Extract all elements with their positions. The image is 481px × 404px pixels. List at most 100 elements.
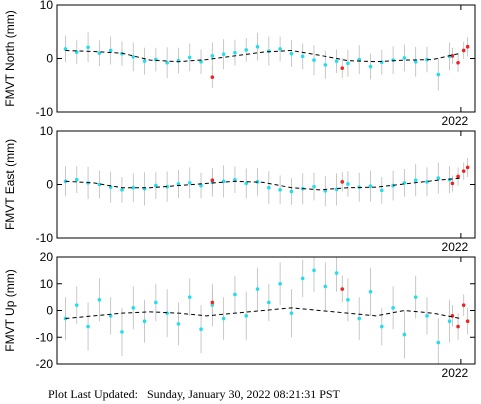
data-point xyxy=(391,306,395,310)
data-point xyxy=(450,181,455,186)
data-point xyxy=(244,181,249,186)
y-tick-label: -10 xyxy=(36,105,54,119)
y-tick-label: 10 xyxy=(40,0,54,12)
data-point xyxy=(131,185,136,190)
data-point xyxy=(436,72,441,77)
data-point xyxy=(210,54,215,58)
data-point xyxy=(187,295,192,299)
data-point xyxy=(402,332,407,337)
data-point xyxy=(465,319,470,324)
data-point xyxy=(312,58,316,62)
data-point xyxy=(346,182,350,186)
y-tick-label: 0 xyxy=(46,304,53,318)
data-point xyxy=(461,48,466,53)
data-point xyxy=(402,56,407,60)
data-point xyxy=(278,281,282,286)
data-point xyxy=(120,51,124,56)
data-point xyxy=(368,289,373,294)
data-point xyxy=(357,57,362,62)
data-point xyxy=(131,306,136,310)
data-point xyxy=(199,59,203,64)
data-point xyxy=(199,183,203,188)
y-tick-label: 0 xyxy=(46,52,53,66)
data-point xyxy=(436,176,441,180)
data-point xyxy=(255,287,260,291)
data-point xyxy=(465,44,470,49)
data-point xyxy=(255,44,260,49)
data-point xyxy=(210,75,215,80)
data-point xyxy=(323,284,328,289)
data-point xyxy=(233,177,237,182)
data-point xyxy=(120,330,124,334)
data-point xyxy=(456,324,460,329)
data-point xyxy=(154,183,158,188)
x-tick-label: 2022 xyxy=(442,114,469,128)
data-point xyxy=(300,276,305,281)
data-point xyxy=(368,64,373,69)
data-point xyxy=(187,55,192,60)
data-point xyxy=(340,287,345,291)
data-point xyxy=(334,271,339,275)
data-point xyxy=(63,316,68,321)
data-point xyxy=(413,59,418,64)
y-tick-label: -10 xyxy=(36,231,54,245)
data-point xyxy=(461,303,466,307)
data-point xyxy=(165,311,169,315)
y-tick-label: 20 xyxy=(40,250,54,264)
data-point xyxy=(413,295,418,299)
data-point xyxy=(340,66,345,70)
data-point xyxy=(108,48,113,53)
y-tick-label: 0 xyxy=(46,178,53,192)
data-point xyxy=(289,311,294,315)
data-point xyxy=(165,184,169,189)
data-point xyxy=(210,300,215,305)
data-point xyxy=(379,188,384,193)
data-point xyxy=(436,340,441,345)
data-point xyxy=(74,177,79,182)
y-axis-label: FMVT East (mm) xyxy=(3,139,17,230)
data-point xyxy=(447,177,452,182)
data-point xyxy=(210,178,215,183)
data-point xyxy=(300,54,305,59)
data-point xyxy=(86,45,90,50)
data-point xyxy=(221,52,226,57)
data-point xyxy=(413,178,418,183)
data-point xyxy=(165,60,169,65)
data-point xyxy=(187,181,192,185)
data-point xyxy=(97,182,102,187)
y-axis-label: FMVT North (mm) xyxy=(3,10,17,106)
data-point xyxy=(425,314,429,318)
x-tick-label: 2022 xyxy=(442,366,469,380)
data-point xyxy=(278,47,282,51)
data-point xyxy=(461,169,466,173)
data-point xyxy=(108,185,113,189)
plot-frame xyxy=(56,130,476,239)
footer: Plot Last Updated: Sunday, January 30, 2… xyxy=(48,387,341,401)
data-point xyxy=(120,188,124,192)
data-point xyxy=(131,55,136,59)
data-point xyxy=(425,180,429,184)
data-point xyxy=(346,61,350,66)
data-point xyxy=(86,324,90,329)
plot-area xyxy=(63,157,470,206)
data-point xyxy=(244,48,249,52)
data-point xyxy=(391,58,395,62)
data-point xyxy=(289,51,294,56)
x-tick-label: 2022 xyxy=(442,240,469,254)
data-point xyxy=(450,54,455,58)
data-point xyxy=(289,189,294,194)
trend-line xyxy=(65,307,461,320)
data-point xyxy=(340,180,345,184)
data-point xyxy=(63,47,68,51)
data-point xyxy=(199,327,203,332)
data-point xyxy=(221,316,226,321)
data-point xyxy=(357,316,362,321)
data-point xyxy=(233,292,237,297)
data-point xyxy=(312,268,316,273)
plot-frame xyxy=(56,4,476,113)
data-point xyxy=(447,319,452,324)
y-axis-label: FMVT Up (mm) xyxy=(3,269,17,351)
y-tick-label: -20 xyxy=(36,357,54,371)
